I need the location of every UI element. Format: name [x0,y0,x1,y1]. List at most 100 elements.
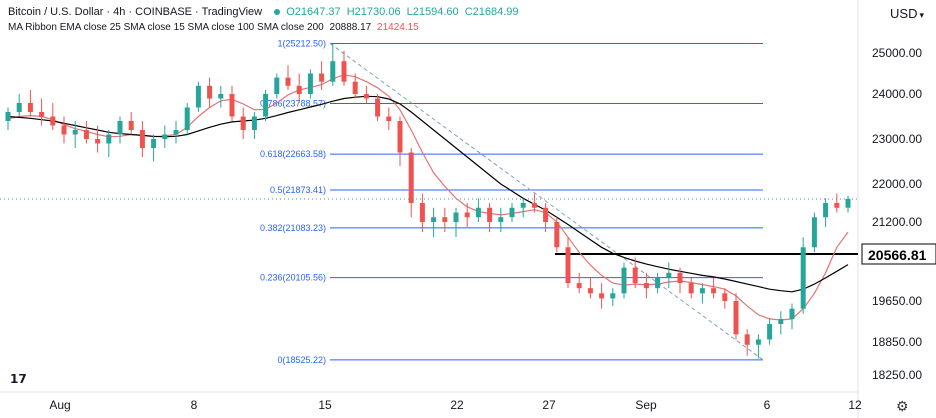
candle-body [341,61,347,82]
candle-body [778,318,784,325]
x-tick-label: 8 [191,398,198,412]
candle-body [218,94,224,99]
candle-body [464,212,470,218]
candle-body [487,207,493,222]
candle-body [733,301,739,335]
candle-body [711,288,717,294]
close-value: C21684.99 [464,6,519,18]
candle-body [419,203,425,222]
y-tick-label: 18850.00 [872,335,922,349]
candle-body [621,267,627,294]
ma-red-line [7,74,849,321]
indicator-name[interactable]: MA Ribbon EMA close 25 SMA close 15 SMA … [8,22,324,33]
candle-body [128,121,134,130]
support-level-label: 20566.81 [868,247,927,263]
y-tick-label: 19650.00 [872,294,922,308]
candle-body [576,283,582,289]
x-tick-label: 22 [450,398,464,412]
candle-body [475,207,481,218]
candle-body [543,207,549,222]
y-tick-label: 22000.00 [872,177,922,191]
candle-body [442,217,448,222]
high-value: H21730.06 [346,6,401,18]
candle-body [610,293,616,299]
candle-body [531,203,537,208]
candle-body [632,267,638,284]
candle-body [408,152,414,203]
candle-body [845,198,851,208]
fib-level-label: 0.236(20105.56) [260,273,326,283]
candle-body [397,121,403,153]
candle-body [554,222,560,248]
candle-body [319,73,325,82]
candle-body [184,107,190,130]
y-tick-label: 21200.00 [872,215,922,229]
gear-icon[interactable]: ⚙ [896,398,909,414]
fib-level-label: 0.382(21083.23) [260,223,326,233]
candle-body [677,272,683,284]
candle-body [106,134,112,144]
candle-body [453,212,459,222]
support-level-badge [861,243,936,265]
candle-body [800,247,806,309]
y-tick-label: 18250.00 [872,368,922,382]
x-tick-label: Aug [49,398,70,412]
candle-body [352,81,358,94]
candle-body [139,130,145,148]
y-tick-label: 24000.00 [872,87,922,101]
x-tick-label: 27 [542,398,556,412]
fib-level-label: 1(25212.50) [277,38,326,48]
low-value: L21594.60 [406,6,459,18]
indicator-header: MA Ribbon EMA close 25 SMA close 15 SMA … [8,22,422,33]
candle-body [722,293,728,301]
candle-body [39,112,45,117]
fib-level-label: 0.618(22663.58) [260,149,326,159]
x-tick-label: 15 [318,398,332,412]
tradingview-logo-icon: 𝟭𝟳 [10,372,27,386]
candle-body [643,283,649,289]
ma-value-2: 21424.15 [377,22,419,33]
candle-body [195,85,201,108]
candle-body [599,293,605,299]
candle-body [27,103,33,112]
candle-body [274,77,280,94]
candle-body [72,130,78,135]
candle-body [509,207,515,218]
candle-body [498,217,504,222]
candle-body [151,139,157,148]
fib-level-label: 0.5(21873.41) [270,185,326,195]
candle-body [655,277,661,289]
candle-body [16,103,22,112]
candle-body [789,308,795,319]
candle-body [117,121,123,135]
ma-black-line [7,95,849,293]
candle-body [5,112,11,121]
candle-body [834,203,840,208]
fib-level-label: 0.786(23788.57) [260,99,326,109]
candle-body [173,130,179,135]
currency-button[interactable]: USD ▾ [890,6,924,21]
fib-trend-line [329,43,764,361]
y-tick-label: 25000.00 [872,46,922,60]
candle-body [666,272,672,278]
candle-body [229,94,235,117]
candle-body [330,61,336,82]
candle-body [565,247,571,284]
candle-body [699,288,705,294]
candle-body [207,85,213,99]
candle-body [296,85,302,94]
candle-body [767,324,773,340]
y-tick-label: 23000.00 [872,132,922,146]
candle-body [263,94,269,117]
candle-body [587,288,593,294]
open-value: O21647.37 [286,6,341,18]
symbol-header: Bitcoin / U.S. Dollar · 4h · COINBASE · … [8,6,522,18]
candle-body [307,73,313,94]
candle-body [386,116,392,121]
candle-body [251,116,257,130]
candle-body [162,134,168,139]
candle-body [83,130,89,139]
currency-label: USD [890,6,918,21]
